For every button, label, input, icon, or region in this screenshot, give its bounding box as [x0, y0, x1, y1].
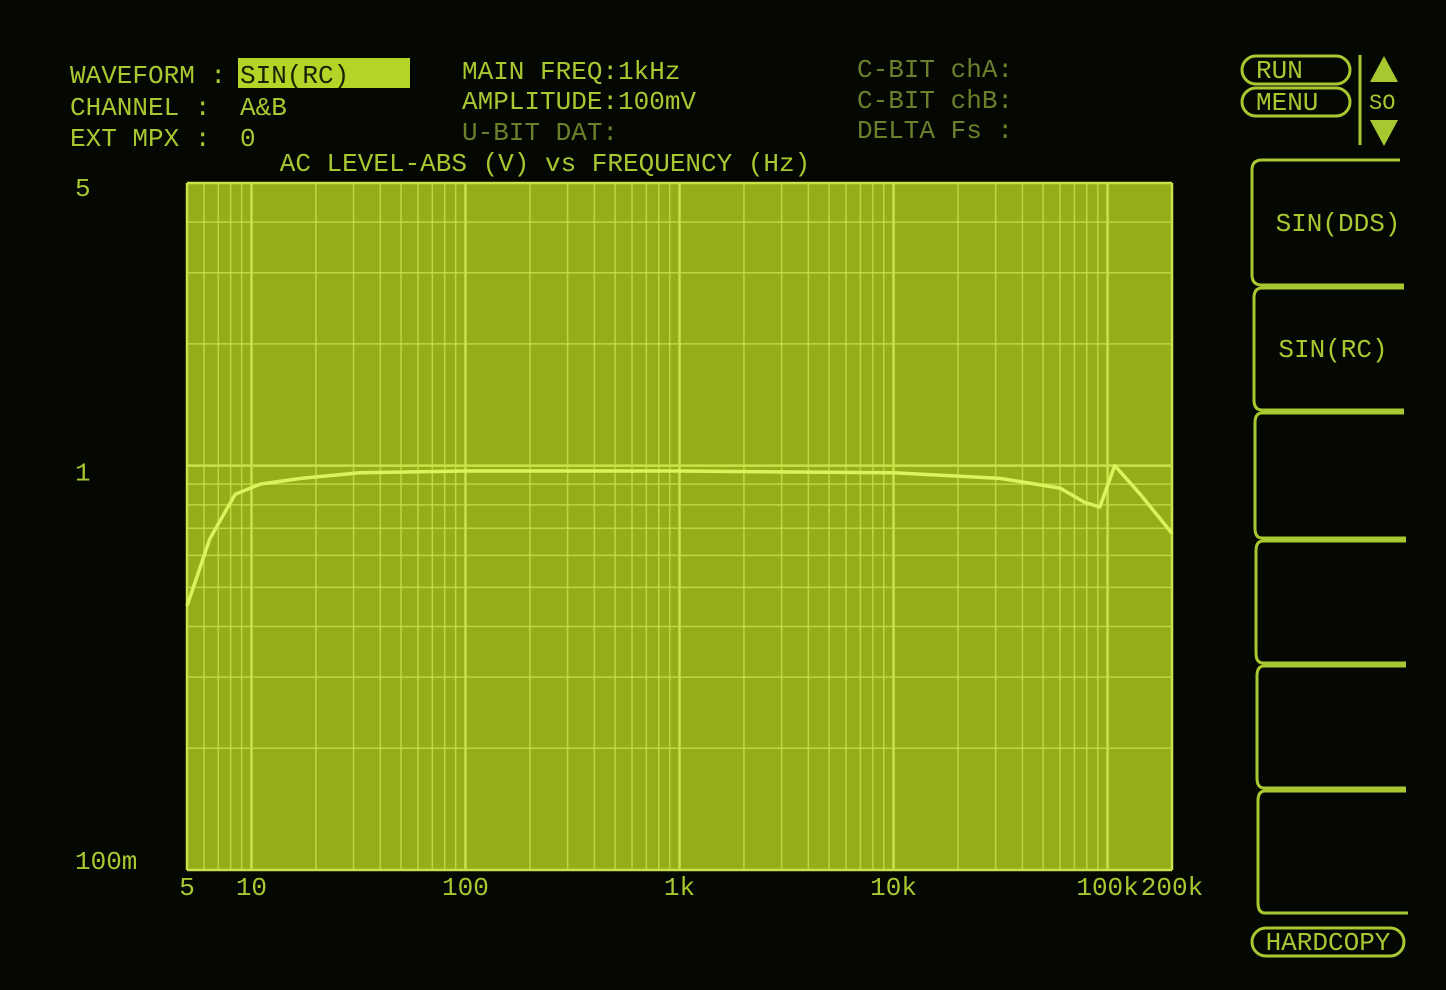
main-freq: MAIN FREQ:1kHz	[462, 57, 680, 87]
down-arrow[interactable]	[1370, 120, 1398, 146]
channel-value[interactable]: A&B	[240, 93, 287, 123]
c-bit-b: C-BIT chB:	[857, 86, 1013, 116]
up-arrow[interactable]	[1370, 56, 1398, 82]
softkey[interactable]	[1255, 664, 1406, 790]
menu-button[interactable]	[1240, 86, 1352, 118]
x-tick-label: 100k	[1076, 873, 1138, 903]
softkey[interactable]	[1256, 789, 1408, 915]
plot: 5 10 100 1k 10k 100k 200k 5 1 100m	[75, 174, 1203, 903]
softkey-label[interactable]: SIN(RC)	[1278, 335, 1387, 365]
waveform-highlight	[238, 58, 410, 88]
softkey[interactable]	[1252, 286, 1404, 412]
hardcopy-button[interactable]	[1250, 926, 1406, 958]
softkey-label[interactable]: SIN(DDS)	[1276, 209, 1401, 239]
so-label: SO	[1369, 91, 1395, 116]
run-label[interactable]: RUN	[1256, 56, 1303, 86]
x-tick-label: 1k	[664, 873, 695, 903]
x-tick-label: 10	[236, 873, 267, 903]
chart-title: AC LEVEL-ABS (V) vs FREQUENCY (Hz)	[280, 149, 811, 179]
y-tick-label: 1	[75, 459, 91, 489]
waveform-label: WAVEFORM :	[70, 61, 226, 91]
ext-mpx-value[interactable]: 0	[240, 124, 256, 154]
x-tick-label: 10k	[870, 873, 917, 903]
menu-label[interactable]: MENU	[1256, 88, 1318, 118]
channel-label: CHANNEL :	[70, 93, 210, 123]
x-tick-label: 100	[442, 873, 489, 903]
delta-fs: DELTA Fs :	[857, 116, 1013, 146]
waveform-value[interactable]: SIN(RC)	[240, 61, 349, 91]
softkey[interactable]	[1253, 411, 1406, 540]
u-bit: U-BIT DAT:	[462, 118, 618, 148]
run-button[interactable]	[1240, 54, 1352, 86]
y-tick-label: 100m	[75, 847, 137, 877]
c-bit-a: C-BIT chA:	[857, 55, 1013, 85]
softkey[interactable]	[1254, 539, 1406, 665]
x-tick-label: 5	[179, 873, 195, 903]
hardcopy-label[interactable]: HARDCOPY	[1266, 928, 1391, 958]
curve	[185, 463, 1174, 607]
amplitude: AMPLITUDE:100mV	[462, 87, 696, 117]
softkey-panel: SIN(DDS) SIN(RC) HARDCOPY	[1250, 158, 1408, 958]
y-tick-label: 5	[75, 174, 91, 204]
x-tick-label: 200k	[1141, 873, 1203, 903]
softkey[interactable]	[1250, 158, 1404, 287]
ext-mpx-label: EXT MPX :	[70, 124, 210, 154]
